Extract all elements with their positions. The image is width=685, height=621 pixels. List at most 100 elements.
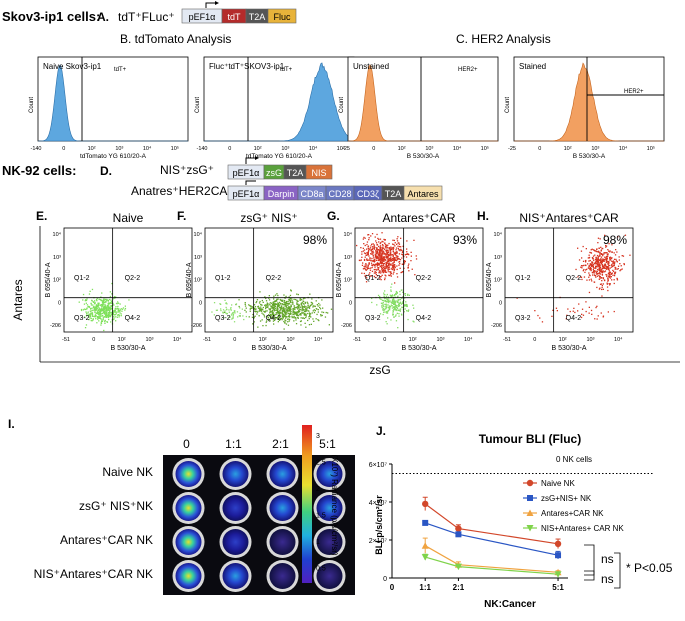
- dotplot-xtick: -51: [62, 337, 70, 343]
- chart-ylabel: BLI p/s/cm²/sr: [374, 495, 384, 555]
- dotplot-letter: F.: [177, 209, 186, 223]
- series-point: [555, 552, 562, 559]
- dotplot-xtick: 10³: [287, 337, 295, 343]
- histogram-xtick: 10³: [281, 146, 289, 152]
- dotplot-percent: 98%: [603, 233, 627, 247]
- bli-well-signal: [316, 563, 343, 589]
- series-line: [424, 545, 559, 573]
- dotplot-xtick: 0: [233, 337, 236, 343]
- histogram-gate-label: tdT+: [114, 67, 127, 73]
- histogram-ylabel: Count: [339, 97, 345, 113]
- histogram-xtick: 0: [228, 146, 231, 152]
- dotplot-ytick: 10²: [194, 278, 202, 284]
- quadrant-label-q1: Q1-2: [74, 275, 90, 282]
- dotplot-letter: H.: [477, 209, 489, 223]
- construct-a-part-t2a: T2A: [249, 12, 266, 22]
- histogram-gate-label: tdT+: [280, 67, 293, 73]
- series-point: [421, 554, 429, 561]
- dotplot-letter: E.: [36, 209, 47, 223]
- histogram-xtick: 10⁵: [337, 145, 345, 152]
- histogram-xtick: 0: [538, 146, 541, 152]
- construct-d2-part-promoter: pEF1α: [233, 189, 260, 199]
- colorbar-tick: 2.5: [316, 460, 326, 467]
- dotplot-xtick: 0: [92, 337, 95, 343]
- bli-row-label: Antares⁺CAR NK: [60, 533, 153, 547]
- histogram-xtick: 10³: [115, 146, 123, 152]
- series-2: Antares+CAR NK: [421, 509, 604, 576]
- colorbar: [302, 425, 312, 583]
- dotplot-ylabel: B 695/40-A: [45, 262, 52, 297]
- histogram-curve: [204, 62, 355, 142]
- row2-label: NK-92 cells:: [2, 163, 76, 178]
- dotplot-xlabel: B 530/30-A: [110, 345, 145, 352]
- histogram-xlabel: tdTomato YG 610/20-A: [80, 153, 147, 160]
- series-point: [554, 571, 562, 578]
- panel-i-letter: I.: [8, 417, 15, 431]
- construct-d1-part-nis: NIS: [311, 168, 326, 178]
- histogram-xtick: 10³: [591, 146, 599, 152]
- histogram-xlabel: B 530/30-A: [573, 153, 606, 160]
- quadrant-label-q4: Q4-2: [266, 315, 282, 322]
- histogram-2: Unstained HER2+ -25 0 10² 10³ 10⁴ 10⁵ B 530/30-A…: [339, 56, 499, 160]
- histogram-xlabel: B 530/30-A: [407, 153, 440, 160]
- dotplot-xtick: 10⁴: [614, 336, 623, 343]
- series-point: [455, 525, 462, 532]
- dotplot-ytick: 10⁴: [194, 231, 203, 238]
- dotplot-1: F. zsG⁺ NIS⁺ Q1-2 Q2-2 Q3-2 Q4-2 98% -51 0 10² 10³…: [177, 209, 334, 352]
- bli-column-label: 2:1: [272, 437, 289, 451]
- bli-line-chart: 0 2×10⁷ 4×10⁷ 6×10⁷ 0 1:1 2:1 5:1 Naive NK zsG+NI…: [369, 462, 653, 592]
- construct-d2-part-cd28: CD28: [328, 189, 351, 199]
- construct-a-part-promoter: pEF1α: [189, 12, 216, 22]
- dotplot-xtick: -51: [203, 337, 211, 343]
- series-1: zsG+NIS+ NK: [422, 494, 592, 559]
- dotplot-xlabel: B 530/30-A: [401, 345, 436, 352]
- series-line: [425, 556, 559, 575]
- dotplot-xtick: 10²: [259, 337, 267, 343]
- chart-ytick-label: 2×10⁷: [369, 538, 388, 545]
- dotplot-xtick: -51: [503, 337, 511, 343]
- histogram-xtick: 10⁴: [309, 145, 318, 152]
- bli-well-signal: [316, 495, 343, 521]
- dotplot-xtick: 10⁴: [314, 336, 323, 343]
- dotplot-xtick: 0: [383, 337, 386, 343]
- histogram-panels: Naive Skov3-ip1 tdT+ -140 0 10² 10³ 10⁴ 10⁵ tdTo…: [29, 56, 665, 160]
- dotplot-xtick: 10⁴: [464, 336, 473, 343]
- dotplot-ytick: 10³: [344, 255, 352, 261]
- bli-well-signal: [175, 495, 202, 521]
- dotplot-ytick: 10²: [53, 278, 61, 284]
- histogram-xtick: 10⁵: [647, 145, 655, 152]
- bli-row-label: Naive NK: [102, 465, 153, 479]
- histogram-ylabel: Count: [29, 97, 35, 113]
- bli-row-label: NIS⁺Antares⁺CAR NK: [34, 567, 153, 581]
- dotplot-xlabel: B 530/30-A: [251, 345, 286, 352]
- construct-a: pEF1α tdT T2A Fluc: [181, 1, 297, 24]
- dotplot-ytick: 10³: [194, 255, 202, 261]
- chart-reference-label: 0 NK cells: [556, 455, 592, 464]
- chart-ytick-label: 0: [383, 576, 387, 583]
- construct-d2-part-cd3z: CD3ζ: [357, 189, 379, 199]
- dotplot-ytick: -206: [50, 323, 61, 329]
- quadrant-label-q4: Q4-2: [416, 315, 432, 322]
- dotplot-xtick: 10³: [587, 337, 595, 343]
- histogram-xtick: -140: [30, 146, 41, 152]
- quadrant-label-q4: Q4-2: [125, 315, 141, 322]
- bli-well-signal: [316, 529, 343, 555]
- legend-label: Naive NK: [541, 479, 575, 488]
- dotplot-ytick: 0: [199, 300, 202, 306]
- histogram-xtick: 10⁴: [619, 145, 628, 152]
- construct-d1-part-t2a: T2A: [287, 168, 304, 178]
- histogram-xtick: 10⁴: [143, 145, 152, 152]
- shared-x-label: zsG: [369, 363, 390, 377]
- dotplot-ylabel: B 695/40-A: [336, 262, 343, 297]
- panel-a-letter: A.: [97, 10, 109, 24]
- bracket-ns-1: [584, 544, 595, 576]
- histogram-ylabel: Count: [505, 97, 511, 113]
- chart-ytick-label: 6×10⁷: [369, 462, 388, 469]
- legend-label: zsG+NIS+ NK: [541, 494, 592, 503]
- histogram-0: Naive Skov3-ip1 tdT+ -140 0 10² 10³ 10⁴ 10⁵ tdTo…: [29, 56, 189, 160]
- histogram-xtick: -25: [342, 146, 350, 152]
- histogram-xtick: -140: [196, 146, 207, 152]
- dotplot-ytick: 10²: [494, 278, 502, 284]
- histogram-xtick: 0: [372, 146, 375, 152]
